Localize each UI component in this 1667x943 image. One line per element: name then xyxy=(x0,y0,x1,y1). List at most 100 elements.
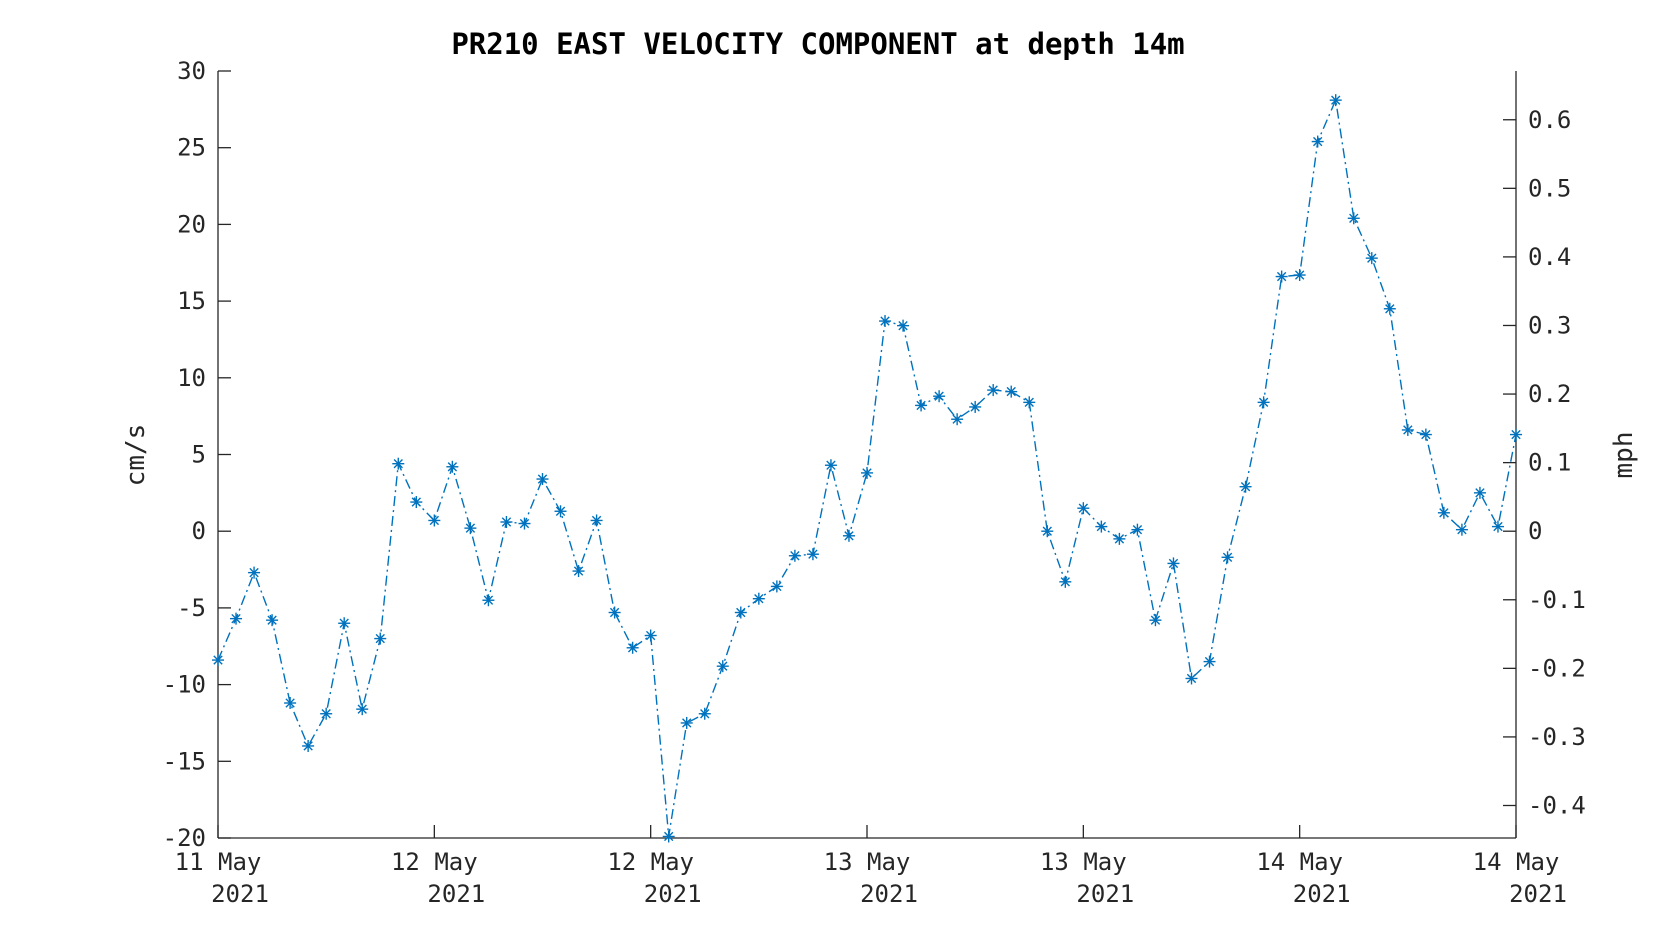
x-tick-label-year: 2021 xyxy=(211,880,269,908)
data-point xyxy=(788,549,801,562)
ticks: -20 -15 -10 -5 0 5 10 15 20 25 30 -0.4 -0.3 -0.2 -0.1 0… xyxy=(163,57,1586,908)
data-point xyxy=(1437,506,1450,519)
data-point-stroke xyxy=(700,709,710,719)
data-point-stroke xyxy=(1403,425,1413,435)
x-tick-label-date: 13 May xyxy=(824,848,911,876)
y-tick-label: -20 xyxy=(163,824,206,852)
y2-tick-label: -0.3 xyxy=(1528,723,1586,751)
x-tick-label-year: 2021 xyxy=(1293,880,1351,908)
data-point-stroke xyxy=(862,468,872,478)
x-tick-label-year: 2021 xyxy=(427,880,485,908)
data-point-stroke xyxy=(1024,397,1034,408)
data-point-stroke xyxy=(1312,136,1323,147)
data-point-stroke xyxy=(772,581,782,592)
data-point-stroke xyxy=(1439,508,1449,518)
data-point xyxy=(1023,396,1036,409)
data-point-stroke xyxy=(1204,656,1215,667)
data-point-stroke xyxy=(934,391,944,401)
data-point xyxy=(1131,523,1144,536)
data-point-stroke xyxy=(483,595,494,605)
data-point-stroke xyxy=(213,655,223,665)
data-point xyxy=(716,660,729,673)
data-point-stroke xyxy=(447,462,458,472)
data-point-stroke xyxy=(988,385,998,395)
data-point-stroke xyxy=(1475,488,1485,498)
data-point xyxy=(536,473,549,486)
y2-tick-label: -0.4 xyxy=(1528,791,1586,819)
data-point-stroke xyxy=(1294,270,1305,280)
data-point xyxy=(933,390,946,403)
data-point xyxy=(1149,614,1162,627)
data-point xyxy=(500,515,513,528)
y-tick-label: 25 xyxy=(177,134,206,162)
data-point xyxy=(861,466,873,479)
data-point-stroke xyxy=(1006,386,1016,397)
data-point-stroke xyxy=(375,633,385,644)
y2-tick-label: 0 xyxy=(1528,517,1542,545)
data-point-stroke xyxy=(663,831,674,842)
data-point xyxy=(410,496,423,509)
data-point-stroke xyxy=(1421,429,1431,440)
data-point-stroke xyxy=(1186,673,1197,684)
data-point-stroke xyxy=(501,517,512,527)
data-point-stroke xyxy=(303,741,313,751)
data-point-stroke xyxy=(826,460,836,470)
data-point xyxy=(1185,672,1198,685)
data-point-stroke xyxy=(1385,304,1395,314)
data-point-stroke xyxy=(1367,253,1377,263)
data-point-stroke xyxy=(231,613,241,624)
data-point-stroke xyxy=(718,661,728,671)
data-point-stroke xyxy=(609,607,620,618)
data-point-stroke xyxy=(682,718,692,728)
x-tick-label-year: 2021 xyxy=(644,880,702,908)
x-tick-label-date: 14 May xyxy=(1256,848,1343,876)
data-point-stroke xyxy=(808,549,818,559)
data-point-stroke xyxy=(880,316,890,326)
data-point-stroke xyxy=(1078,503,1089,513)
y2-tick-label: 0.4 xyxy=(1528,243,1571,271)
data-point xyxy=(1167,557,1180,570)
data-point xyxy=(951,413,964,426)
data-point xyxy=(1059,575,1072,588)
data-point xyxy=(734,606,747,619)
data-point xyxy=(1401,423,1414,436)
data-point xyxy=(482,594,495,607)
y-tick-label: 10 xyxy=(177,364,206,392)
data-point xyxy=(969,400,982,413)
data-point xyxy=(1203,655,1216,668)
data-point xyxy=(1113,532,1126,545)
data-point xyxy=(428,514,441,527)
data-point xyxy=(1077,502,1090,515)
data-point xyxy=(1419,428,1432,441)
y2-tick-label: 0.3 xyxy=(1528,311,1571,339)
data-point xyxy=(1455,523,1468,536)
y-tick-label: -10 xyxy=(163,671,206,699)
data-point xyxy=(1365,252,1378,265)
data-point xyxy=(284,697,297,710)
x-tick-label-date: 12 May xyxy=(607,848,694,876)
data-point xyxy=(392,457,405,470)
data-point-stroke xyxy=(519,518,530,529)
data-point-stroke xyxy=(916,400,926,411)
data-point xyxy=(266,614,279,627)
y-tick-label: -5 xyxy=(177,594,206,622)
data-point xyxy=(1257,396,1270,409)
data-point-stroke xyxy=(952,414,962,424)
data-point xyxy=(320,707,333,720)
data-point-stroke xyxy=(1042,526,1052,536)
data-point-stroke xyxy=(1060,577,1071,587)
data-point xyxy=(1275,270,1288,283)
data-point-stroke xyxy=(645,630,656,641)
data-point xyxy=(987,384,1000,397)
y2-tick-label: 0.1 xyxy=(1528,449,1571,477)
data-point xyxy=(626,641,639,654)
data-point-stroke xyxy=(790,551,800,561)
data-point-stroke xyxy=(844,531,854,541)
data-point xyxy=(662,830,675,843)
data-point xyxy=(1491,520,1504,533)
series-layer xyxy=(212,94,1522,843)
data-point-stroke xyxy=(1331,95,1341,105)
x-tick-label-date: 14 May xyxy=(1473,848,1560,876)
data-point-stroke xyxy=(970,402,980,412)
